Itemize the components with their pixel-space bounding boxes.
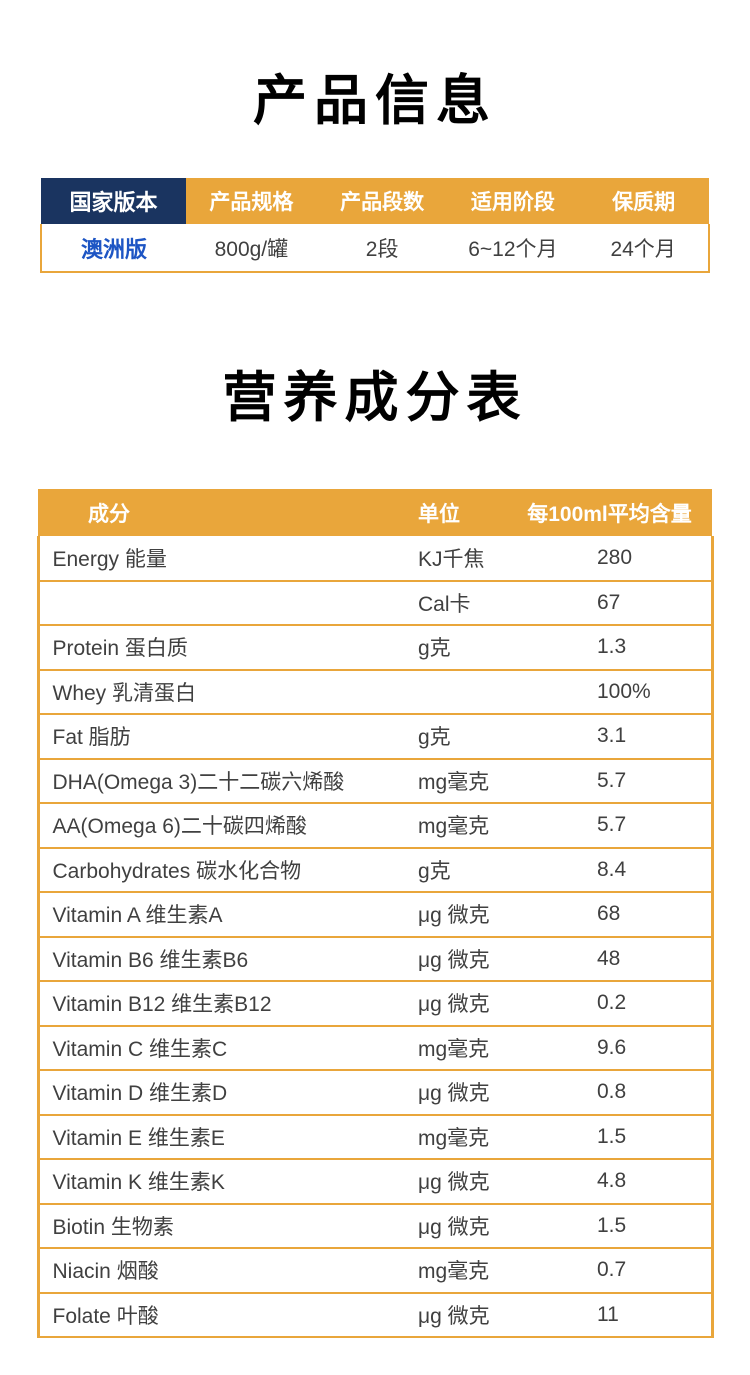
nutrient-unit: mg毫克 <box>410 803 507 849</box>
nutrition-row: Vitamin C 维生素C mg毫克 9.6 <box>36 1025 714 1072</box>
nutrient-unit <box>410 669 507 716</box>
nutrition-row: Biotin 生物素 μg 微克 1.5 <box>36 1203 714 1250</box>
nutrition-row: Fat 脂肪 g克 3.1 <box>36 714 714 760</box>
nutrient-name: Vitamin D 维生素D <box>36 1070 410 1116</box>
nutrition-table: 成分 单位 每100ml平均含量 Energy 能量 KJ千焦 280 Cal卡… <box>36 489 714 1339</box>
header-country-version: 国家版本 <box>41 178 186 225</box>
nutrition-table-body: Energy 能量 KJ千焦 280 Cal卡 67 Protein 蛋白质 g… <box>36 536 714 1339</box>
nutrient-unit: μg 微克 <box>410 892 507 938</box>
nutrient-name: Niacin 烟酸 <box>36 1248 410 1294</box>
nutrient-value: 68 <box>507 892 714 938</box>
nutrient-value: 0.2 <box>507 981 714 1027</box>
nutrition-row: Folate 叶酸 μg 微克 11 <box>36 1292 714 1339</box>
nutrient-value: 280 <box>507 536 714 582</box>
product-info-value-row: 澳洲版 800g/罐 2段 6~12个月 24个月 <box>40 224 710 274</box>
nutrient-value: 0.7 <box>507 1248 714 1294</box>
nutrient-value: 0.8 <box>507 1070 714 1116</box>
nutrient-name: Vitamin A 维生素A <box>36 892 410 938</box>
nutrition-row: Vitamin A 维生素A μg 微克 68 <box>36 892 714 938</box>
nutrient-unit: mg毫克 <box>410 1025 507 1072</box>
nutrition-row: Energy 能量 KJ千焦 280 <box>36 536 714 582</box>
nutrient-value: 9.6 <box>507 1025 714 1072</box>
value-product-spec: 800g/罐 <box>186 224 317 274</box>
nutrient-unit: μg 微克 <box>410 1159 507 1205</box>
header-applicable-stage: 适用阶段 <box>447 178 579 225</box>
nutrition-row: Vitamin K 维生素K μg 微克 4.8 <box>36 1159 714 1205</box>
nutrient-value: 5.7 <box>507 803 714 849</box>
nutrient-value: 67 <box>507 580 714 627</box>
nutrient-name: Carbohydrates 碳水化合物 <box>36 847 410 894</box>
nutrient-value: 11 <box>507 1292 714 1339</box>
value-country-version: 澳洲版 <box>40 224 186 274</box>
product-info-table: 国家版本 产品规格 产品段数 适用阶段 保质期 澳洲版 800g/罐 2段 6~… <box>40 178 710 274</box>
nutrient-name: DHA(Omega 3)二十二碳六烯酸 <box>36 758 410 805</box>
nutrition-row: Vitamin B6 维生素B6 μg 微克 48 <box>36 936 714 983</box>
value-applicable-stage: 6~12个月 <box>447 224 579 274</box>
header-per-100ml: 每100ml平均含量 <box>507 489 712 537</box>
page-title-nutrition: 营养成分表 <box>222 368 528 429</box>
nutrient-value: 5.7 <box>507 758 714 805</box>
nutrient-unit: μg 微克 <box>410 936 507 983</box>
nutrition-row: DHA(Omega 3)二十二碳六烯酸 mg毫克 5.7 <box>36 758 714 805</box>
nutrition-row: Vitamin D 维生素D μg 微克 0.8 <box>36 1070 714 1116</box>
nutrient-name: Biotin 生物素 <box>36 1203 410 1250</box>
nutrient-unit: mg毫克 <box>410 1114 507 1161</box>
nutrient-value: 1.3 <box>507 625 714 671</box>
nutrient-value: 3.1 <box>507 714 714 760</box>
product-info-header-row: 国家版本 产品规格 产品段数 适用阶段 保质期 <box>41 178 709 225</box>
nutrient-value: 48 <box>507 936 714 983</box>
nutrient-name: Vitamin K 维生素K <box>36 1159 410 1205</box>
nutrient-value: 8.4 <box>507 847 714 894</box>
nutrient-name: Folate 叶酸 <box>36 1292 410 1339</box>
nutrient-name: Energy 能量 <box>36 536 410 582</box>
nutrient-name: Vitamin B12 维生素B12 <box>36 981 410 1027</box>
nutrient-name: Vitamin E 维生素E <box>36 1114 410 1161</box>
nutrition-row: Niacin 烟酸 mg毫克 0.7 <box>36 1248 714 1294</box>
nutrient-unit: KJ千焦 <box>410 536 507 582</box>
nutrient-value: 1.5 <box>507 1203 714 1250</box>
value-product-stage-number: 2段 <box>316 224 448 274</box>
header-shelf-life: 保质期 <box>578 178 709 225</box>
nutrient-unit: μg 微克 <box>410 1292 507 1339</box>
value-shelf-life: 24个月 <box>578 224 710 274</box>
nutrient-unit: mg毫克 <box>410 1248 507 1294</box>
nutrition-row: Vitamin B12 维生素B12 μg 微克 0.2 <box>36 981 714 1027</box>
nutrient-unit: μg 微克 <box>410 981 507 1027</box>
nutrient-name <box>36 580 410 627</box>
nutrient-name: Fat 脂肪 <box>36 714 410 760</box>
header-unit: 单位 <box>410 489 507 537</box>
nutrient-unit: g克 <box>410 847 507 894</box>
nutrient-value: 1.5 <box>507 1114 714 1161</box>
nutrient-value: 100% <box>507 669 714 716</box>
page-title-product-info: 产品信息 <box>253 71 497 131</box>
nutrient-name: AA(Omega 6)二十碳四烯酸 <box>36 803 410 849</box>
nutrient-name: Vitamin B6 维生素B6 <box>36 936 410 983</box>
nutrition-row: Carbohydrates 碳水化合物 g克 8.4 <box>36 847 714 894</box>
nutrient-unit: μg 微克 <box>410 1203 507 1250</box>
nutrient-name: Whey 乳清蛋白 <box>36 669 410 716</box>
nutrient-name: Vitamin C 维生素C <box>36 1025 410 1072</box>
header-product-stage-number: 产品段数 <box>316 178 448 225</box>
nutrient-unit: g克 <box>410 625 507 671</box>
header-component: 成分 <box>38 489 410 537</box>
nutrition-row: Whey 乳清蛋白 100% <box>36 669 714 716</box>
nutrition-row: AA(Omega 6)二十碳四烯酸 mg毫克 5.7 <box>36 803 714 849</box>
nutrition-row: Protein 蛋白质 g克 1.3 <box>36 625 714 671</box>
nutrient-name: Protein 蛋白质 <box>36 625 410 671</box>
nutrition-row: Cal卡 67 <box>36 580 714 627</box>
nutrient-unit: μg 微克 <box>410 1070 507 1116</box>
nutrient-unit: Cal卡 <box>410 580 507 627</box>
nutrient-unit: g克 <box>410 714 507 760</box>
nutrient-value: 4.8 <box>507 1159 714 1205</box>
nutrition-row: Vitamin E 维生素E mg毫克 1.5 <box>36 1114 714 1161</box>
nutrient-unit: mg毫克 <box>410 758 507 805</box>
nutrition-header-row: 成分 单位 每100ml平均含量 <box>38 489 712 537</box>
header-product-spec: 产品规格 <box>186 178 317 225</box>
